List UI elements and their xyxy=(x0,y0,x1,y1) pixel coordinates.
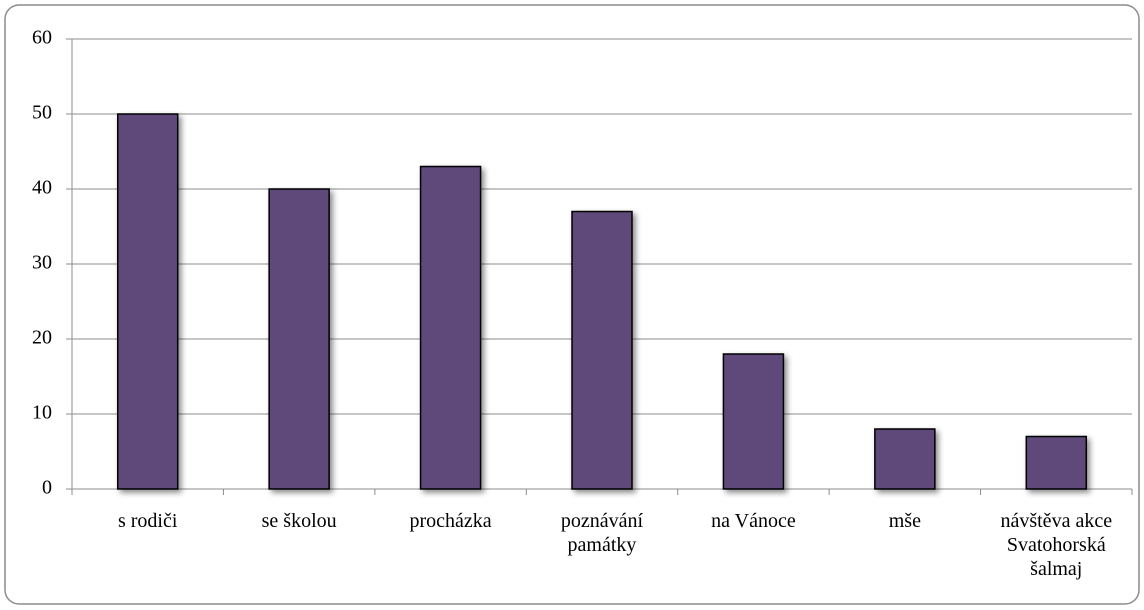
x-tick-label: návštěva akce Svatohorská šalmaj xyxy=(1000,510,1113,580)
y-tick-label: 60 xyxy=(32,27,52,49)
bar xyxy=(116,113,179,490)
bar xyxy=(268,188,330,490)
bar xyxy=(722,353,785,490)
y-tick-label: 40 xyxy=(32,177,52,199)
x-tick-label: s rodiči xyxy=(117,510,178,532)
bar xyxy=(1025,435,1088,490)
x-tick-label: se školou xyxy=(261,510,337,532)
x-tick-label: procházka xyxy=(409,510,492,532)
x-tick-label: na Vánoce xyxy=(711,510,796,532)
y-tick-label: 20 xyxy=(32,327,52,349)
y-tick-label: 50 xyxy=(32,102,52,124)
y-tick-label: 0 xyxy=(42,477,52,499)
bar xyxy=(874,428,936,490)
x-tick-label: poznávání památky xyxy=(560,510,644,556)
bar xyxy=(419,165,482,490)
y-tick-label: 10 xyxy=(32,402,52,424)
bar xyxy=(571,210,633,490)
x-tick-label: mše xyxy=(888,510,921,532)
y-tick-label: 30 xyxy=(32,252,52,274)
